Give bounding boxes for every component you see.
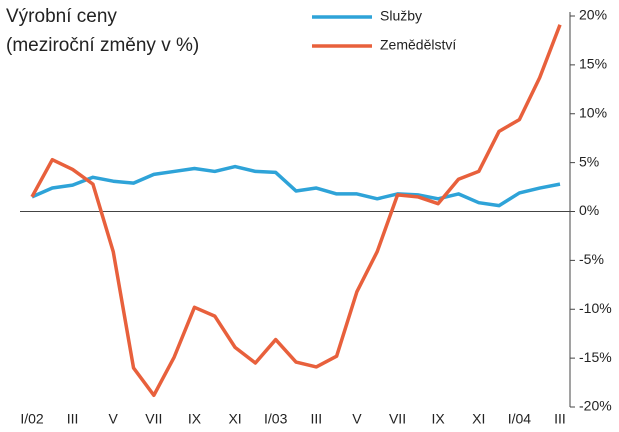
x-tick-label: VII — [389, 411, 406, 427]
x-tick-label: III — [310, 411, 322, 427]
series-line — [31, 164, 561, 208]
x-tick-label: I/03 — [264, 411, 288, 427]
x-tick-label: IX — [432, 411, 446, 427]
x-tick-label: VII — [145, 411, 162, 427]
y-tick-label: 5% — [579, 153, 599, 169]
y-tick-label: 20% — [579, 7, 607, 23]
x-tick-label: I/04 — [508, 411, 532, 427]
y-tick-label: 10% — [579, 104, 607, 120]
chart-title: Výrobní ceny — [6, 6, 117, 27]
x-tick-label: XI — [228, 411, 241, 427]
chart-subtitle: (meziroční změny v %) — [6, 35, 199, 56]
y-tick-label: -20% — [579, 398, 612, 414]
x-tick-label: III — [67, 411, 79, 427]
x-tick-label: V — [109, 411, 119, 427]
x-tick-label: IX — [188, 411, 202, 427]
legend-label: Služby — [380, 8, 422, 24]
y-tick-label: -15% — [579, 349, 612, 365]
series-line — [30, 24, 562, 398]
x-tick-label: I/02 — [20, 411, 44, 427]
legend-label: Zemědělství — [380, 37, 456, 53]
x-tick-label: XI — [472, 411, 485, 427]
x-tick-label: III — [554, 411, 566, 427]
y-tick-label: -5% — [579, 251, 604, 267]
x-tick-label: V — [352, 411, 362, 427]
y-tick-label: -10% — [579, 300, 612, 316]
y-tick-label: 0% — [579, 202, 599, 218]
y-tick-label: 15% — [579, 56, 607, 72]
